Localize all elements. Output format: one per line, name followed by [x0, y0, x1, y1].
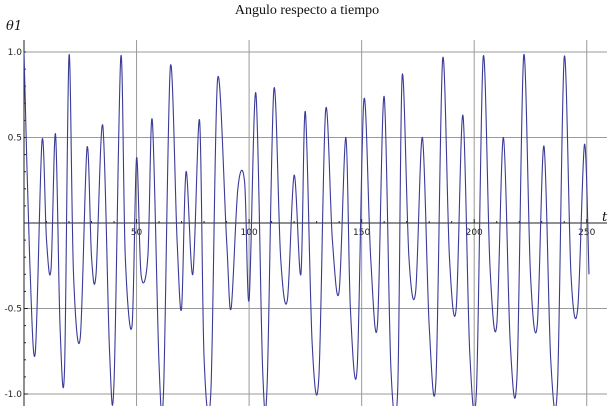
y-tick-label: 1.0	[8, 48, 23, 58]
chart-title: Angulo respecto a tiempo	[235, 3, 379, 18]
plot-area	[23, 51, 590, 406]
grid	[24, 40, 607, 406]
x-tick-label: 100	[241, 228, 258, 238]
x-axis-label: t	[602, 210, 608, 225]
x-tick-label: 150	[353, 228, 370, 238]
x-tick-label: 250	[578, 228, 595, 238]
ticks: 50 100 150 200 250 -1.0 -0.5 0.5 1.0	[4, 48, 595, 400]
y-axis-label: θ1	[6, 19, 22, 34]
y-tick-label: -0.5	[4, 305, 22, 315]
x-tick-label: 50	[131, 228, 143, 238]
y-tick-label: -1.0	[4, 390, 22, 400]
y-tick-label: 0.5	[8, 134, 22, 144]
x-tick-label: 200	[466, 228, 483, 238]
series-line	[23, 51, 590, 406]
